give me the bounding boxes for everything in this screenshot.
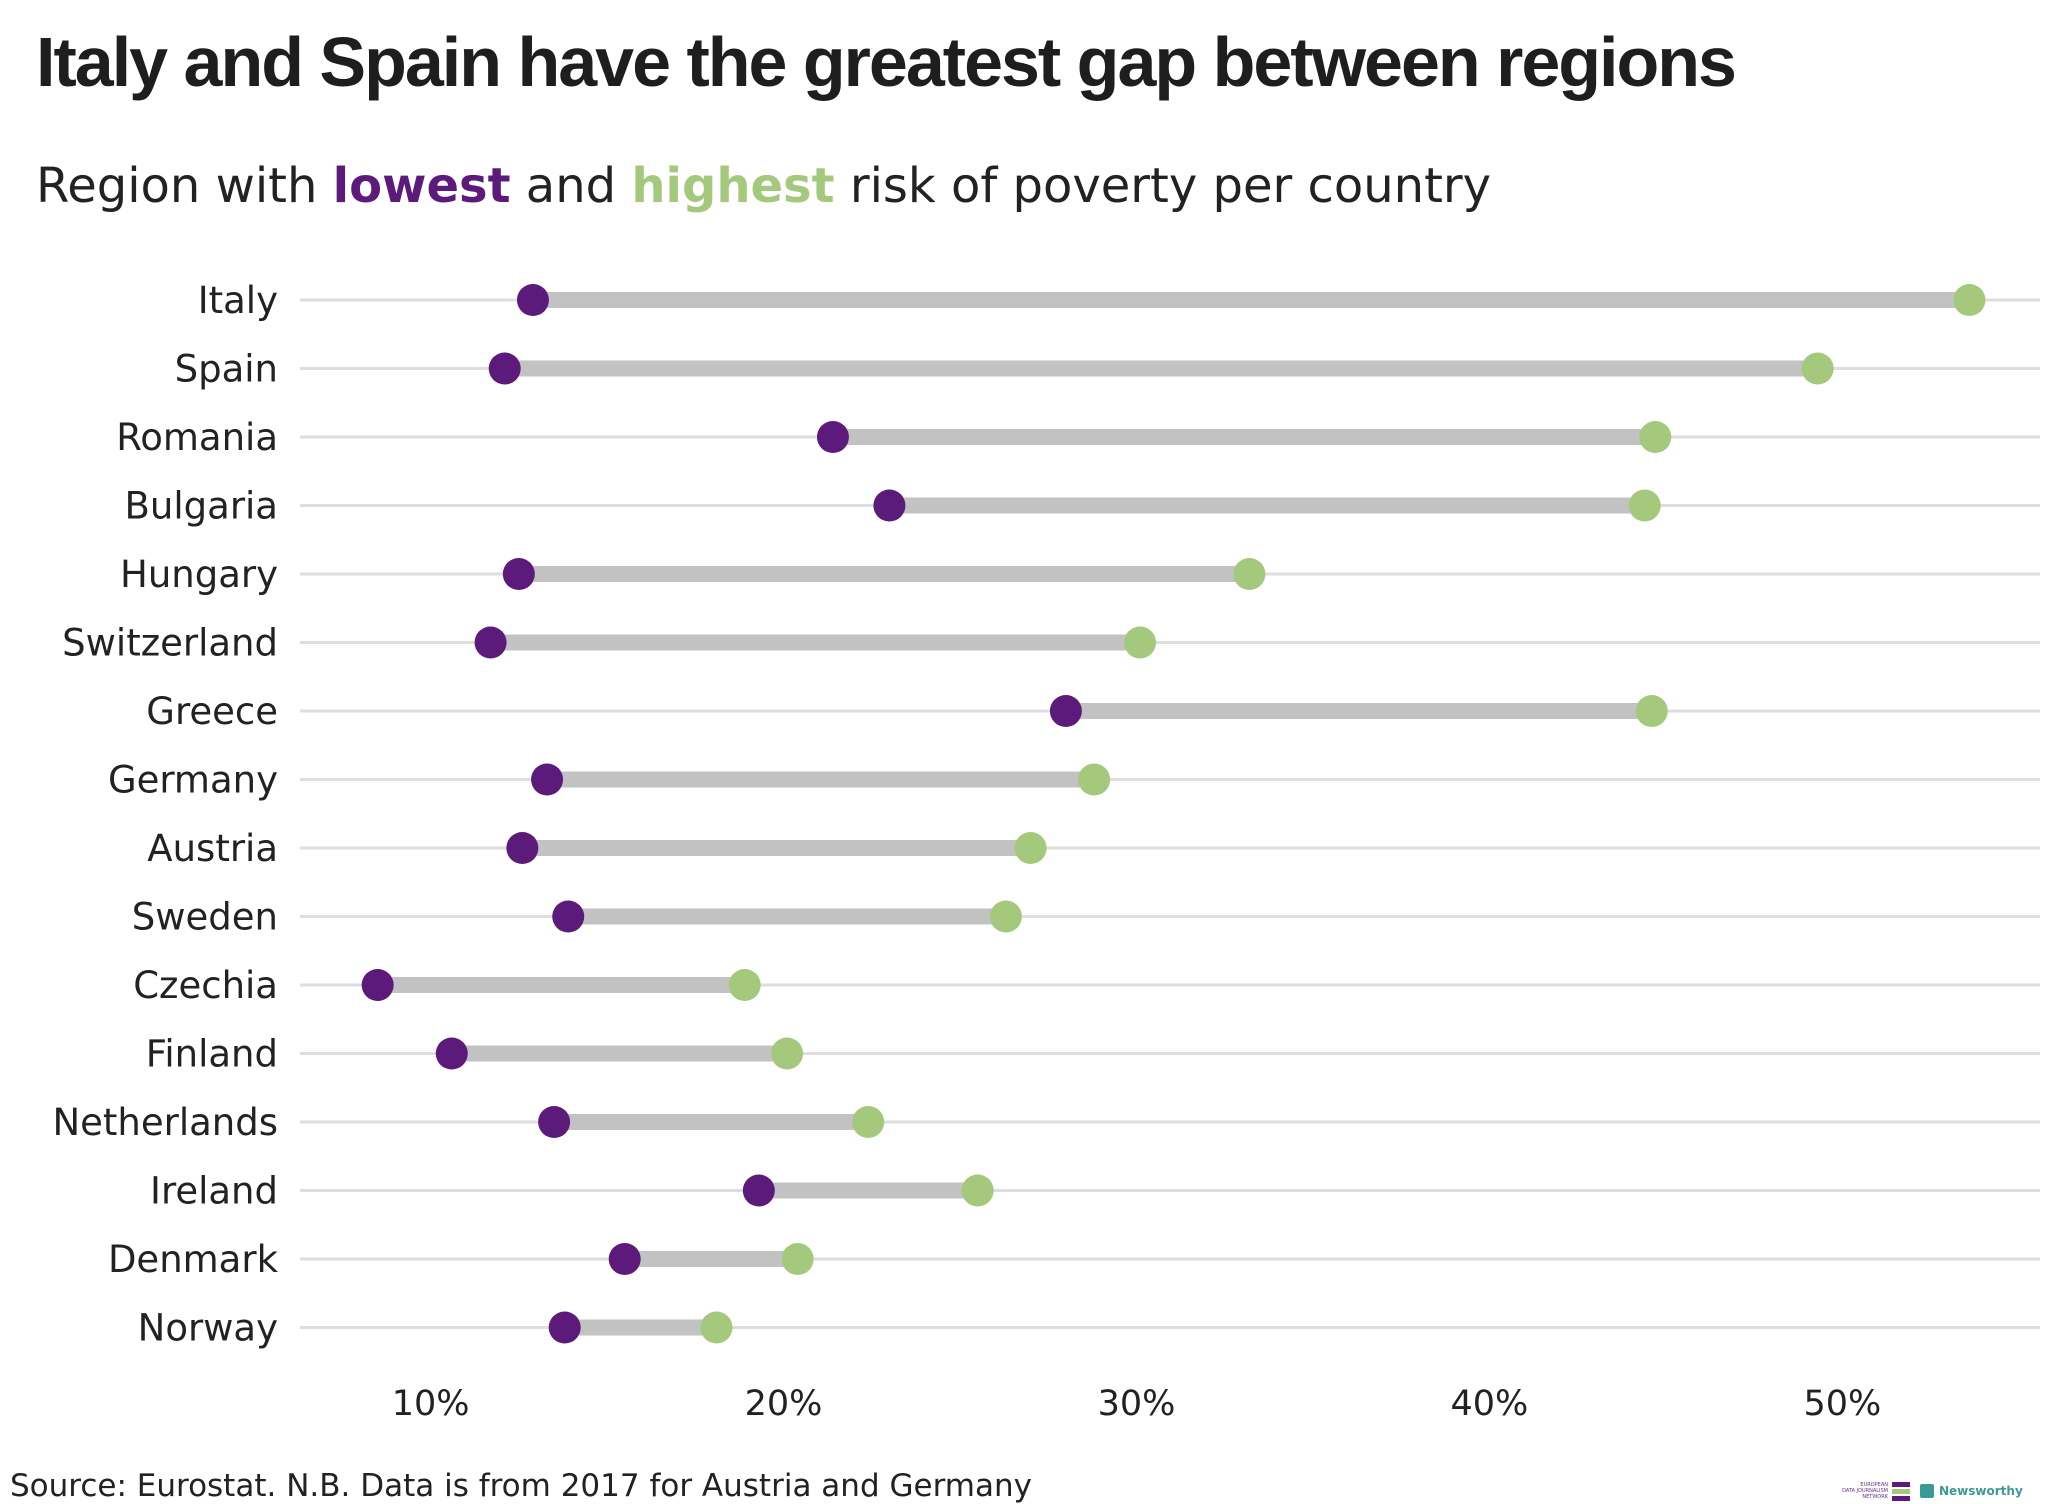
highest-point-austria xyxy=(1014,832,1047,864)
logo-area: EUROPEAN DATA JOURNALISM NETWORK Newswor… xyxy=(1816,1478,2023,1504)
x-tick-label: 20% xyxy=(745,1384,823,1424)
chart-subtitle: Region with lowest and highest risk of p… xyxy=(36,158,1491,214)
highest-point-greece xyxy=(1635,695,1668,727)
country-labels: Italy Spain Romania Bulgaria Hungary Switzerl… xyxy=(52,279,278,1350)
country-label-netherlands: Netherlands xyxy=(52,1101,278,1144)
country-label-bulgaria: Bulgaria xyxy=(125,485,278,528)
lowest-point-netherlands xyxy=(538,1106,571,1138)
x-tick-label: 30% xyxy=(1098,1384,1176,1424)
lowest-point-ireland xyxy=(742,1174,775,1207)
highest-point-norway xyxy=(700,1311,733,1344)
country-label-spain: Spain xyxy=(175,348,278,391)
dumbbell-chart: Italy Spain Romania Bulgaria Hungary Switzerl… xyxy=(52,279,2040,1424)
country-label-denmark: Denmark xyxy=(108,1238,279,1281)
edjnet-mark-icon xyxy=(1892,1481,1910,1501)
subtitle-prefix: Region with xyxy=(36,158,333,214)
x-axis-ticks: 10% 20% 30% 40% 50% xyxy=(392,1384,1882,1424)
newsworthy-mark-icon xyxy=(1920,1484,1934,1498)
edjnet-line-2: DATA JOURNALISM xyxy=(1842,1488,1888,1494)
highest-point-germany xyxy=(1078,763,1111,796)
x-tick-label: 10% xyxy=(392,1384,470,1424)
gridlines xyxy=(300,298,2040,1329)
lowest-point-switzerland xyxy=(474,626,507,659)
lowest-point-italy xyxy=(516,284,549,316)
highest-point-finland xyxy=(771,1037,804,1070)
country-label-austria: Austria xyxy=(147,827,278,870)
lowest-point-norway xyxy=(548,1311,581,1344)
highest-point-hungary xyxy=(1233,558,1266,590)
data-points xyxy=(361,284,1986,1344)
country-label-norway: Norway xyxy=(138,1307,278,1350)
country-label-finland: Finland xyxy=(146,1033,278,1076)
x-tick-label: 50% xyxy=(1803,1384,1881,1424)
lowest-point-greece xyxy=(1049,695,1082,727)
highest-point-netherlands xyxy=(852,1106,885,1138)
subtitle-middle: and xyxy=(510,158,632,214)
country-label-italy: Italy xyxy=(198,279,278,322)
lowest-point-czechia xyxy=(361,969,394,1001)
newsworthy-logo: Newsworthy xyxy=(1920,1484,2023,1498)
highest-point-spain xyxy=(1801,352,1834,385)
country-label-romania: Romania xyxy=(116,416,278,459)
country-label-greece: Greece xyxy=(146,690,278,733)
subtitle-suffix: risk of poverty per country xyxy=(834,158,1492,214)
country-label-germany: Germany xyxy=(108,759,278,802)
chart-title: Italy and Spain have the greatest gap be… xyxy=(36,23,1737,101)
lowest-point-hungary xyxy=(502,558,535,590)
lowest-point-austria xyxy=(506,832,539,864)
lowest-point-finland xyxy=(435,1037,468,1070)
lowest-point-germany xyxy=(531,763,564,796)
range-bars xyxy=(377,292,1970,1336)
newsworthy-logo-text: Newsworthy xyxy=(1939,1484,2023,1498)
edjnet-line-3: NETWORK xyxy=(1862,1494,1888,1500)
country-label-switzerland: Switzerland xyxy=(62,622,278,665)
lowest-point-spain xyxy=(488,352,521,385)
x-tick-label: 40% xyxy=(1451,1384,1529,1424)
highest-point-czechia xyxy=(728,969,761,1001)
country-label-czechia: Czechia xyxy=(133,964,278,1007)
edjnet-logo-text: EUROPEAN DATA JOURNALISM NETWORK xyxy=(1816,1482,1888,1500)
highest-point-romania xyxy=(1639,421,1672,453)
highest-point-switzerland xyxy=(1124,626,1156,659)
highest-point-bulgaria xyxy=(1628,489,1661,522)
highest-point-denmark xyxy=(781,1243,814,1275)
country-label-hungary: Hungary xyxy=(120,553,278,596)
subtitle-lowest-word: lowest xyxy=(332,158,511,214)
highest-point-italy xyxy=(1953,284,1986,316)
edjnet-logo: EUROPEAN DATA JOURNALISM NETWORK xyxy=(1816,1481,1910,1501)
edjnet-line-1: EUROPEAN xyxy=(1860,1482,1888,1488)
highest-point-sweden xyxy=(989,900,1022,933)
lowest-point-bulgaria xyxy=(873,489,906,522)
lowest-point-sweden xyxy=(552,900,585,933)
source-note: Source: Eurostat. N.B. Data is from 2017… xyxy=(10,1468,1032,1504)
country-label-ireland: Ireland xyxy=(150,1170,278,1213)
lowest-point-denmark xyxy=(608,1243,641,1275)
country-label-sweden: Sweden xyxy=(132,896,278,939)
lowest-point-romania xyxy=(816,421,849,453)
subtitle-highest-word: highest xyxy=(631,158,835,214)
highest-point-ireland xyxy=(961,1174,994,1207)
